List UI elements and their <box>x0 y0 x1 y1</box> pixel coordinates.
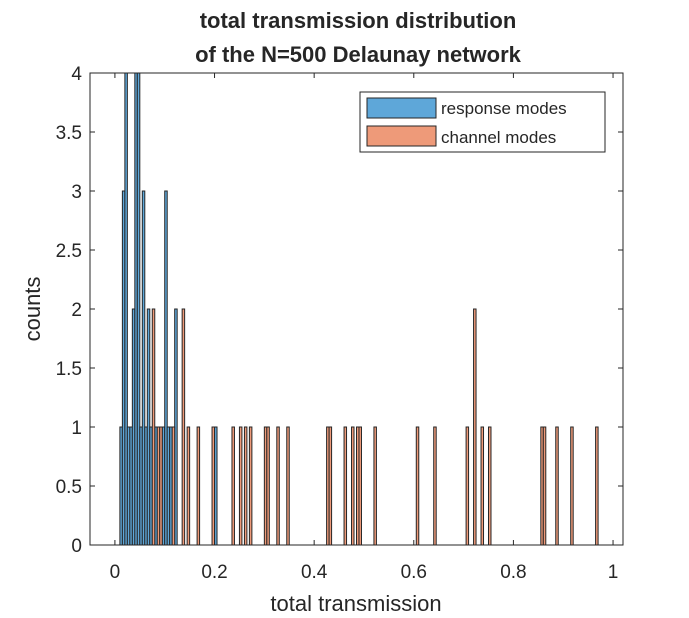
bar-channel-23 <box>415 426 420 546</box>
bar-channel-30 <box>542 426 547 546</box>
x-tick-label-5: 1 <box>608 562 619 583</box>
bar-channel-15 <box>286 426 290 546</box>
bar-channel-6 <box>196 426 201 546</box>
bar-channel-17 <box>328 426 333 546</box>
bar-channel-8 <box>231 426 235 546</box>
bar-channel-25 <box>465 426 470 546</box>
bar-channel-26 <box>473 308 477 546</box>
x-tick-label-3: 0.6 <box>401 562 427 583</box>
legend-label-channel-modes: channel modes <box>441 128 556 147</box>
bar-channel-33 <box>595 426 599 546</box>
y-tick-label-1: 0.5 <box>56 477 82 498</box>
bar-channel-24 <box>433 426 437 546</box>
y-tick-label-3: 1.5 <box>56 359 82 380</box>
x-tick-label-1: 0.2 <box>201 562 227 583</box>
bar-channel-28 <box>488 426 492 546</box>
legend: response modes channel modes <box>359 91 606 153</box>
y-tick-label-6: 3 <box>71 182 82 203</box>
y-tick-label-0: 0 <box>71 536 82 557</box>
bar-channel-13 <box>266 426 270 546</box>
x-ticks-group: 0 0.2 0.4 0.6 0.8 1 <box>110 73 619 583</box>
legend-swatch-response-modes <box>366 97 437 119</box>
y-tick-label-4: 2 <box>71 300 82 321</box>
x-axis-label: total transmission <box>270 591 441 616</box>
bar-channel-0 <box>151 308 156 546</box>
chart-title-line-1: total transmission distribution <box>200 8 517 33</box>
y-tick-label-2: 1 <box>71 418 82 439</box>
legend-swatch-channel-modes <box>366 125 437 147</box>
x-tick-label-4: 0.8 <box>500 562 526 583</box>
y-ticks-group: 0 0.5 1 1.5 2 2.5 3 3.5 4 <box>56 64 623 557</box>
y-tick-label-5: 2.5 <box>56 241 82 262</box>
bar-channel-10 <box>243 426 248 546</box>
chart-title-line-2: of the N=500 Delaunay network <box>195 42 522 67</box>
bar-channel-9 <box>238 426 243 546</box>
bar-channel-5 <box>186 426 191 546</box>
bar-channel-32 <box>570 426 574 546</box>
bar-channel-3 <box>171 426 176 546</box>
bar-channel-14 <box>276 426 280 546</box>
bar-channel-22 <box>373 426 377 546</box>
bar-channel-11 <box>248 426 253 546</box>
bar-channel-31 <box>555 426 559 546</box>
bar-channel-7 <box>211 426 216 546</box>
y-axis-label: counts <box>20 277 45 342</box>
x-tick-label-0: 0 <box>110 562 121 583</box>
y-tick-label-7: 3.5 <box>56 123 82 144</box>
legend-label-response-modes: response modes <box>441 99 567 118</box>
x-tick-label-2: 0.4 <box>301 562 328 583</box>
bar-channel-19 <box>351 426 355 546</box>
bar-channel-18 <box>343 426 348 546</box>
y-tick-label-8: 4 <box>71 64 82 85</box>
bar-channel-2 <box>159 426 163 546</box>
bar-channel-21 <box>358 426 362 546</box>
bar-channel-27 <box>480 426 485 546</box>
bar-channel-4 <box>181 308 186 546</box>
